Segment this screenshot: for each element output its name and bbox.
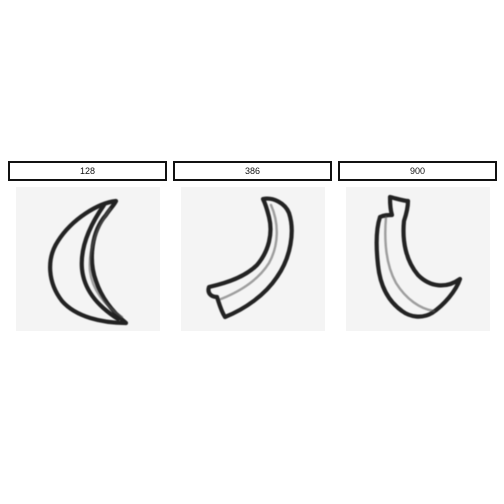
item-label: 900: [338, 161, 497, 181]
gallery-item: 900: [338, 161, 497, 331]
item-thumbnail: [16, 187, 160, 331]
item-thumbnail: [346, 187, 490, 331]
gallery-item: 386: [173, 161, 332, 331]
banana-sketch-icon: [206, 196, 294, 320]
banana-sketch-icon: [48, 198, 129, 326]
item-thumbnail: [181, 187, 325, 331]
item-label: 386: [173, 161, 332, 181]
gallery-item: 128: [8, 161, 167, 331]
item-label: 128: [8, 161, 167, 181]
banana-sketch-icon: [374, 194, 463, 319]
